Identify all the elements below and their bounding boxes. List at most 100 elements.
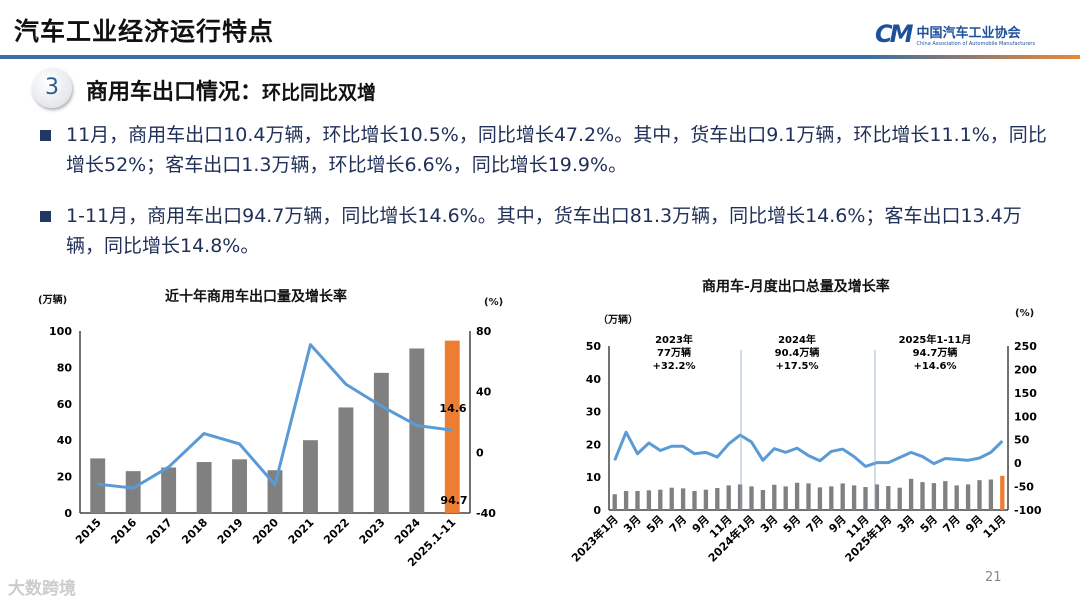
bar xyxy=(897,487,902,510)
y2-tick-label: 0 xyxy=(476,446,484,459)
bar xyxy=(829,486,834,510)
bar xyxy=(669,487,674,510)
bar xyxy=(338,407,354,513)
y-tick-label: 80 xyxy=(57,361,73,374)
bar xyxy=(817,487,823,510)
bar xyxy=(794,482,800,510)
bar xyxy=(303,440,318,513)
bar xyxy=(444,340,460,513)
x-tick-label: 5月 xyxy=(644,513,666,535)
y2-tick-label: 0 xyxy=(1014,457,1022,470)
bar xyxy=(90,458,106,513)
annotation-volume: 90.4万辆 xyxy=(775,346,820,359)
y2-tick-label: -50 xyxy=(1014,481,1034,494)
bar xyxy=(409,348,425,513)
x-tick-label: 5月 xyxy=(918,513,940,535)
bar xyxy=(954,485,959,510)
bar xyxy=(943,481,948,510)
bar xyxy=(623,490,629,510)
x-tick-label: 2023年1月 xyxy=(568,512,621,565)
bar xyxy=(680,488,686,510)
bar xyxy=(692,490,697,510)
bar-last-label: 94.7 xyxy=(440,494,467,507)
caam-logo: CM 中国汽车工业协会 China Association of Automob… xyxy=(875,20,1035,48)
bar xyxy=(840,483,845,510)
chart2-y-unit: （万辆） xyxy=(598,315,638,326)
bullet-item: 1-11月，商用车出口94.7万辆，同比增长14.6%。其中，货车出口81.3万… xyxy=(40,201,1050,261)
y-tick-label: 0 xyxy=(64,507,72,520)
y-tick-label: 10 xyxy=(586,471,602,484)
y-tick-label: 40 xyxy=(57,434,73,447)
y-tick-label: 0 xyxy=(593,504,601,517)
section-heading: 商用车出口情况：环比同比双增 xyxy=(86,74,376,106)
bar xyxy=(851,485,857,510)
y2-tick-label: 100 xyxy=(1014,410,1037,423)
bar xyxy=(988,479,994,510)
y2-tick-label: 250 xyxy=(1014,340,1037,353)
bar xyxy=(612,494,617,510)
bar xyxy=(726,485,731,510)
y2-tick-label: -40 xyxy=(476,507,496,520)
x-tick-label: 7月 xyxy=(804,513,826,535)
bar xyxy=(196,462,212,513)
annotation-year: 2025年1-11月 xyxy=(899,333,972,346)
chart1-title: 近十年商用车出口量及增长率 xyxy=(165,289,347,305)
bar xyxy=(920,482,925,510)
annotation-growth: +32.2% xyxy=(652,361,695,372)
bar xyxy=(161,467,177,513)
annotation-year: 2024年 xyxy=(778,333,816,346)
chart2-y2-unit: (%) xyxy=(1015,308,1035,319)
y2-tick-label: 150 xyxy=(1014,387,1037,400)
y-tick-label: 50 xyxy=(586,340,602,353)
y2-tick-label: 50 xyxy=(1014,434,1030,447)
logo-cn: 中国汽车工业协会 xyxy=(916,25,1021,41)
watermark: 大数跨境 xyxy=(8,579,76,599)
y-tick-label: 20 xyxy=(586,438,602,451)
section-subtitle: 环比同比双增 xyxy=(262,82,377,104)
logo-mark: CM xyxy=(875,20,913,48)
x-tick-label: 7月 xyxy=(940,513,962,535)
bar xyxy=(125,471,141,513)
bar xyxy=(977,480,982,510)
bar xyxy=(772,484,777,510)
bullet-text: 11月，商用车出口10.4万辆，环比增长10.5%，同比增长47.2%。其中，货… xyxy=(66,124,1047,176)
bar xyxy=(931,483,937,510)
page-number: 21 xyxy=(985,570,1002,585)
y-tick-label: 40 xyxy=(586,373,602,386)
annotation-volume: 94.7万辆 xyxy=(913,346,958,359)
bar xyxy=(886,486,891,510)
bar xyxy=(908,478,914,510)
x-tick-label: 7月 xyxy=(667,513,689,535)
chart2-title: 商用车-月度出口总量及增长率 xyxy=(702,279,890,295)
y-tick-label: 30 xyxy=(586,406,602,419)
bar xyxy=(806,483,811,510)
y2-tick-label: -100 xyxy=(1014,504,1042,517)
bar xyxy=(232,459,247,513)
bar xyxy=(737,484,743,510)
x-tick-label: 5月 xyxy=(781,513,803,535)
bar xyxy=(749,486,754,510)
bar xyxy=(635,490,640,510)
line-last-label: 14.6 xyxy=(439,402,466,415)
section-number: 3 xyxy=(32,68,72,108)
annotation-growth: +14.6% xyxy=(913,361,956,372)
y2-tick-label: 40 xyxy=(476,386,492,399)
y2-tick-label: 200 xyxy=(1014,363,1037,376)
slide-title: 汽车工业经济运行特点 xyxy=(14,17,275,46)
logo-en: China Association of Automobile Manufact… xyxy=(916,40,1036,47)
section-title: 商用车出口情况： xyxy=(86,80,263,105)
growth-line xyxy=(613,430,1004,468)
bullet-square-icon xyxy=(40,130,51,141)
bar xyxy=(646,490,652,510)
bar xyxy=(703,489,709,510)
bar xyxy=(658,489,663,510)
y-tick-label: 20 xyxy=(57,471,73,484)
annotation-volume: 77万辆 xyxy=(657,346,691,359)
bar xyxy=(783,486,788,510)
annotation-growth: +17.5% xyxy=(775,361,818,372)
y-tick-label: 100 xyxy=(49,325,72,338)
x-tick-label: 3月 xyxy=(895,513,917,535)
bullet-text: 1-11月，商用车出口94.7万辆，同比增长14.6%。其中，货车出口81.3万… xyxy=(66,205,1022,257)
bar xyxy=(760,489,766,510)
